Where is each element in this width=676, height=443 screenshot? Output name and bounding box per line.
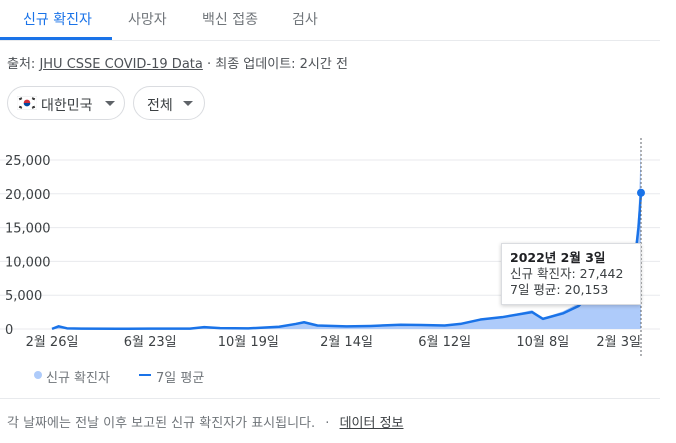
legend-cases-label: 신규 확진자	[46, 371, 110, 386]
tooltip-cases: 신규 확진자: 27,442	[510, 266, 624, 281]
legend-cases-swatch	[34, 371, 42, 379]
hover-marker	[637, 138, 645, 358]
korea-flag-icon	[17, 96, 37, 110]
y-tick-label: 0	[5, 323, 13, 338]
source-line: 출처: JHU CSSE COVID-19 Data · 최종 업데이트: 2시…	[7, 53, 348, 72]
tab-new-cases[interactable]: 신규 확진자	[23, 12, 92, 28]
tooltip-date: 2022년 2월 3일	[510, 250, 606, 265]
y-tick-label: 10,000	[5, 255, 51, 270]
tab-deaths[interactable]: 사망자	[128, 12, 167, 28]
x-tick-label: 10월 8일	[516, 335, 569, 350]
region-label: 대한민국	[41, 98, 93, 114]
y-axis: 25,000 20,000 15,000 10,000 5,000 0	[5, 154, 51, 338]
x-tick-label: 2월 26일	[26, 335, 79, 350]
y-tick-label: 25,000	[5, 154, 51, 169]
series-new-cases	[52, 143, 641, 329]
data-info-link[interactable]: 데이터 정보	[339, 416, 404, 431]
y-tick-label: 20,000	[5, 188, 51, 203]
x-tick-label: 2월 3일	[596, 335, 641, 350]
divider	[0, 398, 660, 399]
tab-tests[interactable]: 검사	[292, 12, 318, 28]
cases-area	[52, 143, 641, 329]
x-tick-label: 10월 19일	[218, 335, 279, 350]
last-updated: · 최종 업데이트: 2시간 전	[202, 57, 348, 72]
y-tick-label: 5,000	[5, 289, 42, 304]
footer-text: 각 날짜에는 전날 이후 보고된 신규 확진자가 표시됩니다.	[7, 416, 316, 431]
source-link[interactable]: JHU CSSE COVID-19 Data	[39, 57, 203, 72]
active-tab-indicator	[0, 37, 112, 40]
chevron-down-icon	[183, 101, 193, 106]
hover-point	[637, 188, 645, 197]
footer-note: 각 날짜에는 전날 이후 보고된 신규 확진자가 표시됩니다. · 데이터 정보	[7, 412, 404, 431]
chart-tooltip: 2022년 2월 3일 신규 확진자: 27,442 7일 평균: 20,153	[501, 243, 641, 305]
chevron-down-icon	[105, 101, 115, 106]
y-tick-label: 15,000	[5, 222, 51, 237]
period-dropdown[interactable]: 전체	[133, 86, 205, 120]
tooltip-average: 7일 평균: 20,153	[510, 282, 609, 297]
period-label: 전체	[147, 98, 173, 114]
source-prefix: 출처:	[7, 57, 40, 72]
x-tick-label: 2월 14일	[320, 335, 373, 350]
region-dropdown[interactable]: 대한민국	[7, 86, 125, 120]
x-tick-label: 6월 23일	[124, 335, 177, 350]
x-tick-label: 6월 12일	[418, 335, 471, 350]
footer-separator: ·	[325, 416, 330, 431]
x-axis: 2월 26일 6월 23일 10월 19일 2월 14일 6월 12일 10월 8일 2월 …	[26, 335, 641, 350]
legend-average-label: 7일 평균	[156, 371, 205, 386]
legend-average-swatch	[139, 374, 151, 376]
tab-vaccinations[interactable]: 백신 접종	[202, 12, 258, 28]
tab-bar: 신규 확진자 사망자 백신 접종 검사	[0, 0, 660, 41]
